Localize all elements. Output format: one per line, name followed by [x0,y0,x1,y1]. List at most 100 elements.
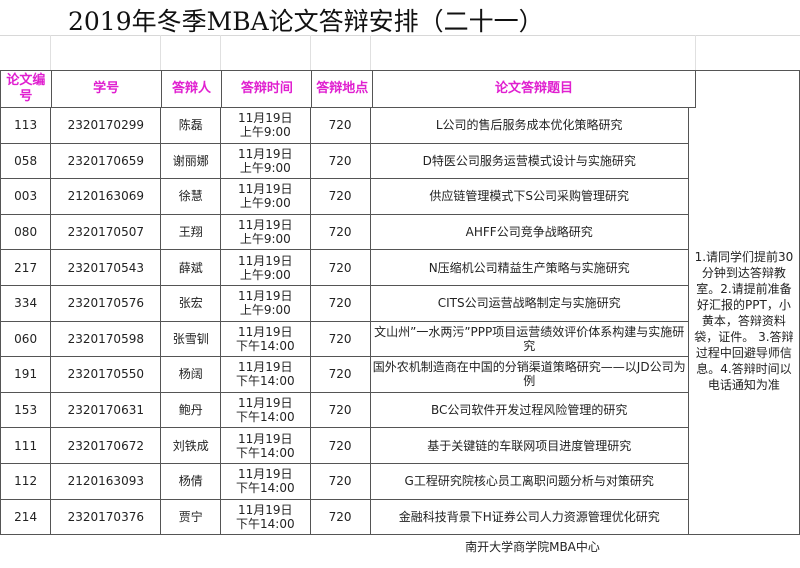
cell-student-no[interactable]: 2120163069 [50,178,162,215]
cell-text: 2320170543 [67,260,144,275]
sheet-title-row: 2019年冬季MBA论文答辩安排（二十一） [0,0,800,36]
cell-id[interactable]: 334 [0,284,52,322]
cell-name[interactable]: 张宏 [160,284,222,322]
cell-text: 334 [14,296,38,311]
cell-text: 贾宁 [178,509,203,524]
cell-place[interactable]: 720 [309,462,371,500]
cell-topic[interactable]: AHFF公司竞争战略研究 [369,213,689,251]
cell-place[interactable]: 720 [309,213,371,251]
cell-name[interactable]: 王翔 [160,213,222,251]
cell-id[interactable]: 113 [0,107,52,144]
cell-student-no[interactable]: 2320170672 [50,427,162,464]
cell-place[interactable]: 720 [309,142,371,180]
cell-time[interactable]: 11月19日 下午14:00 [220,356,311,393]
cell-text: 153 [14,403,38,418]
cell-id[interactable]: 217 [0,249,52,286]
cell-text: 060 [14,331,38,346]
cell-student-no[interactable]: 2320170376 [50,498,162,536]
cell-topic[interactable]: 金融科技背景下H证券公司人力资源管理优化研究 [369,498,689,536]
cell-name[interactable]: 陈磊 [160,107,222,144]
cell-student-no[interactable]: 2320170576 [50,284,162,322]
cell-name[interactable]: 徐慧 [160,178,222,215]
cell-text: 11月19日 [238,289,293,304]
cell-place[interactable]: 720 [309,320,371,358]
cell-place[interactable]: 720 [309,284,371,322]
cell-time[interactable]: 11月19日 下午14:00 [220,391,311,429]
cell-text: 2120163093 [67,474,144,489]
schedule-table: 113 2320170299 陈磊 11月19日 上午9:00 720 L公司的售后服务成本… [0,107,800,536]
cell-student-no[interactable]: 2320170543 [50,249,162,286]
cell-text: 金融科技背景下H证券公司人力资源管理优化研究 [398,509,660,524]
cell-topic[interactable]: 供应链管理模式下S公司采购管理研究 [369,178,689,215]
cell-text: 陈磊 [178,118,203,133]
cell-place[interactable]: 720 [309,391,371,429]
cell-text: 11月19日 [238,182,293,197]
cell-id[interactable]: 058 [0,142,52,180]
cell-time[interactable]: 11月19日 上午9:00 [220,107,311,144]
cell-place[interactable]: 720 [309,498,371,536]
cell-place[interactable]: 720 [309,107,371,144]
cell-name[interactable]: 谢丽娜 [160,142,222,180]
cell-id[interactable]: 060 [0,320,52,358]
cell-text: 11月19日 [238,502,293,517]
cell-name[interactable]: 张雪钏 [160,320,222,358]
cell-student-no[interactable]: 2320170299 [50,107,162,144]
cell-topic[interactable]: 基于关键链的车联网项目进度管理研究 [369,427,689,464]
cell-text: 11月19日 [238,431,293,446]
cell-time[interactable]: 11月19日 下午14:00 [220,427,311,464]
cell-topic[interactable]: 文山州”一水两污”PPP项目运营绩效评价体系构建与实施研究 [369,320,689,358]
blank-row [0,35,800,70]
cell-time[interactable]: 11月19日 上午9:00 [220,142,311,180]
table-row: 191 2320170550 杨阔 11月19日 下午14:00 720 国外农机制造商在中… [0,356,800,393]
cell-place[interactable]: 720 [309,356,371,393]
cell-time[interactable]: 11月19日 上午9:00 [220,249,311,286]
cell-place[interactable]: 720 [309,249,371,286]
cell-name[interactable]: 刘铁成 [160,427,222,464]
cell-student-no[interactable]: 2320170659 [50,142,162,180]
cell-id[interactable]: 111 [0,427,52,464]
cell-name[interactable]: 薛斌 [160,249,222,286]
cell-time[interactable]: 11月19日 上午9:00 [220,284,311,322]
cell-time[interactable]: 11月19日 上午9:00 [220,213,311,251]
cell-place[interactable]: 720 [309,178,371,215]
cell-text: 徐慧 [178,189,203,204]
cell-text: 下午14:00 [236,410,295,425]
cell-id[interactable]: 003 [0,178,52,215]
cell-topic[interactable]: G工程研究院核心员工离职问题分析与对策研究 [369,462,689,500]
cell-time[interactable]: 11月19日 下午14:00 [220,320,311,358]
cell-name[interactable]: 杨阔 [160,356,222,393]
cell-student-no[interactable]: 2320170631 [50,391,162,429]
notes-text: 1.请同学们提前30分钟到达答辩教室。2.请提前准备好汇报的PPT，小黄本，答辩… [694,249,794,392]
cell-id[interactable]: 153 [0,391,52,429]
cell-student-no[interactable]: 2120163093 [50,462,162,500]
cell-time[interactable]: 11月19日 下午14:00 [220,462,311,500]
cell-topic[interactable]: CITS公司运营战略制定与实施研究 [369,284,689,322]
cell-time[interactable]: 11月19日 下午14:00 [220,498,311,536]
cell-name[interactable]: 贾宁 [160,498,222,536]
cell-topic[interactable]: BC公司软件开发过程风险管理的研究 [369,391,689,429]
cell-topic[interactable]: 国外农机制造商在中国的分销渠道策略研究——以JD公司为例 [369,356,689,393]
table-row: 153 2320170631 鲍丹 11月19日 下午14:00 720 BC公司软件开发过… [0,391,800,429]
cell-topic[interactable]: D特医公司服务运营模式设计与实施研究 [369,142,689,180]
cell-id[interactable]: 191 [0,356,52,393]
cell-topic[interactable]: N压缩机公司精益生产策略与实施研究 [369,249,689,286]
cell-text: 2320170659 [67,153,144,168]
cell-name[interactable]: 杨倩 [160,462,222,500]
cell-student-no[interactable]: 2320170507 [50,213,162,251]
cell-student-no[interactable]: 2320170598 [50,320,162,358]
cell-topic[interactable]: L公司的售后服务成本优化策略研究 [369,107,689,144]
cell-id[interactable]: 214 [0,498,52,536]
cell-text: 720 [328,367,352,382]
header-name: 答辩人 [160,70,223,108]
cell-place[interactable]: 720 [309,427,371,464]
cell-text: 080 [14,225,38,240]
cell-text: N压缩机公司精益生产策略与实施研究 [428,260,630,275]
cell-name[interactable]: 鲍丹 [160,391,222,429]
cell-text: BC公司软件开发过程风险管理的研究 [431,403,628,418]
cell-student-no[interactable]: 2320170550 [50,356,162,393]
cell-id[interactable]: 080 [0,213,52,251]
notes-cell[interactable]: 1.请同学们提前30分钟到达答辩教室。2.请提前准备好汇报的PPT，小黄本，答辩… [687,107,800,536]
cell-time[interactable]: 11月19日 上午9:00 [220,178,311,215]
cell-id[interactable]: 112 [0,462,52,500]
cell-text: 11月19日 [238,324,293,339]
